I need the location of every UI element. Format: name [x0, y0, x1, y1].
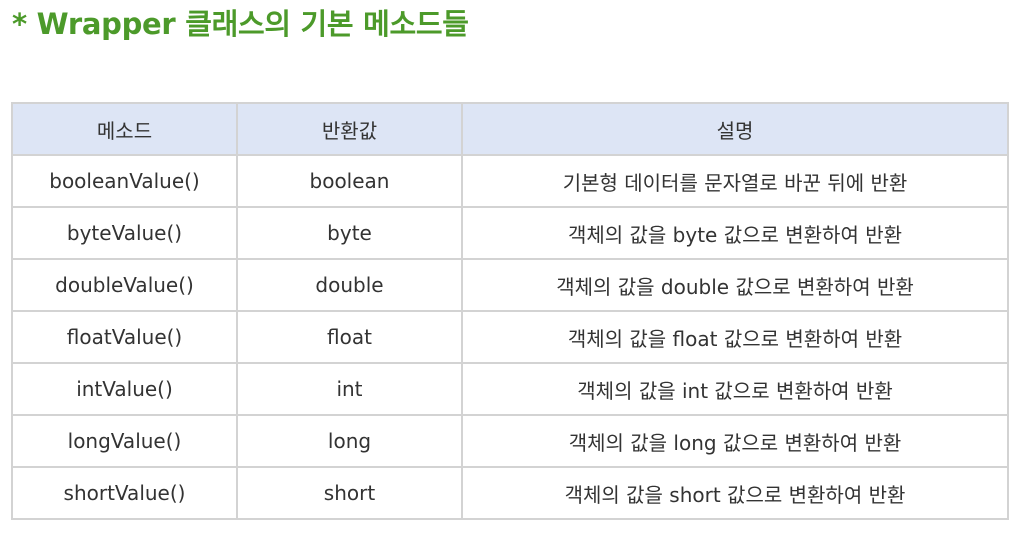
description-cell: 기본형 데이터를 문자열로 바꾼 뒤에 반환 [461, 154, 1009, 208]
method-cell: intValue() [11, 362, 238, 416]
description-cell: 객체의 값을 long 값으로 변환하여 반환 [461, 414, 1009, 468]
table-row: intValue() int 객체의 값을 int 값으로 변환하여 반환 [11, 362, 1009, 416]
description-cell: 객체의 값을 byte 값으로 변환하여 반환 [461, 206, 1009, 260]
method-cell: longValue() [11, 414, 238, 468]
header-description: 설명 [461, 102, 1009, 156]
table-row: booleanValue() boolean 기본형 데이터를 문자열로 바꾼 … [11, 154, 1009, 208]
table-row: shortValue() short 객체의 값을 short 값으로 변환하여… [11, 466, 1009, 520]
table-row: floatValue() float 객체의 값을 float 값으로 변환하여… [11, 310, 1009, 364]
table-row: doubleValue() double 객체의 값을 double 값으로 변… [11, 258, 1009, 312]
return-value-cell: float [236, 310, 463, 364]
method-cell: floatValue() [11, 310, 238, 364]
description-cell: 객체의 값을 float 값으로 변환하여 반환 [461, 310, 1009, 364]
method-cell: doubleValue() [11, 258, 238, 312]
return-value-cell: byte [236, 206, 463, 260]
table-row: byteValue() byte 객체의 값을 byte 값으로 변환하여 반환 [11, 206, 1009, 260]
header-method: 메소드 [11, 102, 238, 156]
method-cell: booleanValue() [11, 154, 238, 208]
description-cell: 객체의 값을 int 값으로 변환하여 반환 [461, 362, 1009, 416]
return-value-cell: short [236, 466, 463, 520]
return-value-cell: int [236, 362, 463, 416]
return-value-cell: double [236, 258, 463, 312]
wrapper-methods-table: 메소드 반환값 설명 booleanValue() boolean 기본형 데이… [11, 102, 1009, 520]
page-heading: * Wrapper 클래스의 기본 메소드들 [12, 7, 469, 41]
table-header-row: 메소드 반환값 설명 [11, 102, 1009, 156]
method-cell: shortValue() [11, 466, 238, 520]
description-cell: 객체의 값을 short 값으로 변환하여 반환 [461, 466, 1009, 520]
return-value-cell: long [236, 414, 463, 468]
header-return-value: 반환값 [236, 102, 463, 156]
method-cell: byteValue() [11, 206, 238, 260]
description-cell: 객체의 값을 double 값으로 변환하여 반환 [461, 258, 1009, 312]
return-value-cell: boolean [236, 154, 463, 208]
table-row: longValue() long 객체의 값을 long 값으로 변환하여 반환 [11, 414, 1009, 468]
